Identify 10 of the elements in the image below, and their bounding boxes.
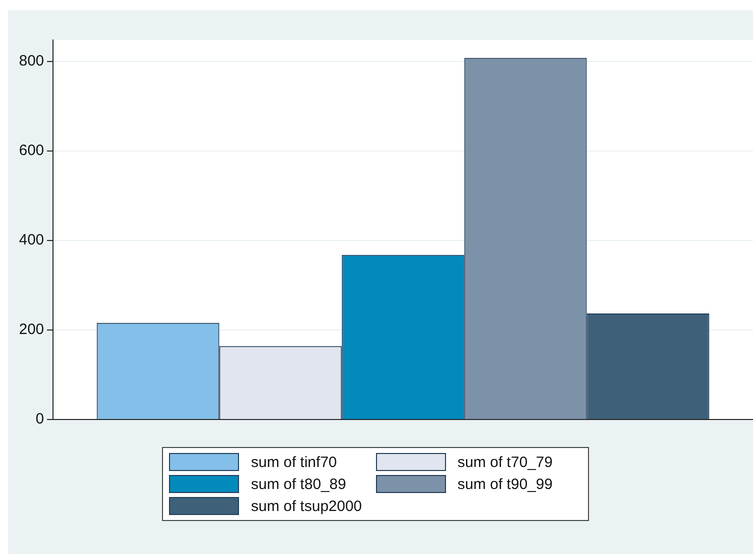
legend-label: sum of t70_79 [458,454,553,470]
y-tick-label: 400 [18,232,44,249]
legend-label: sum of tsup2000 [251,498,362,514]
y-tick-label: 600 [18,142,44,160]
legend-label: sum of t80_89 [251,476,346,492]
y-tick-label: 0 [36,410,44,428]
legend-label: sum of tinf70 [251,454,337,470]
y-tick-label: 800 [18,52,44,70]
legend-label: sum of t90_99 [458,476,553,492]
y-tick-label: 200 [18,321,44,338]
